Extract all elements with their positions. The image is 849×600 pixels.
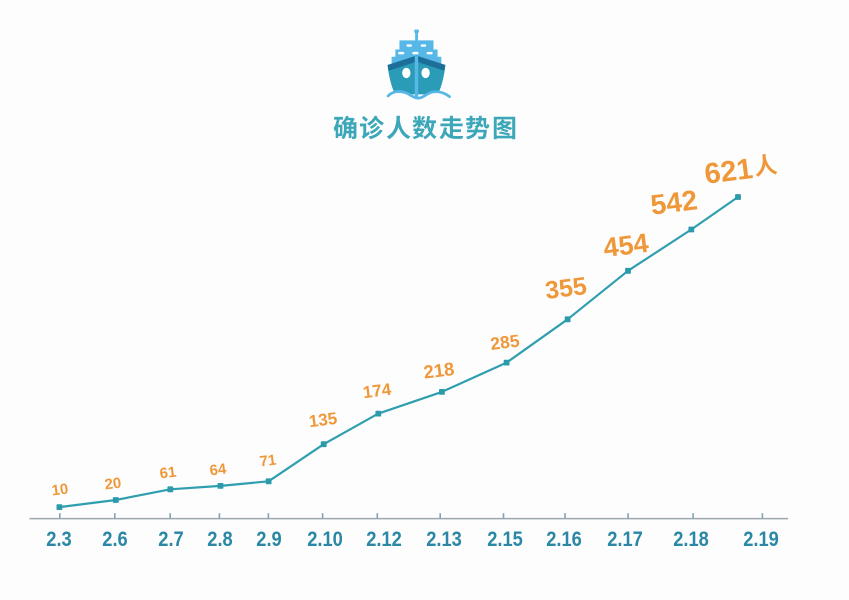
x-tick-label: 2.12: [365, 527, 402, 551]
page-title: [0, 115, 849, 139]
text-run: 218: [421, 358, 456, 383]
data-label: 355: [543, 271, 589, 305]
x-tick-label: 2.6: [102, 527, 128, 551]
cjk-glyph: [465, 115, 490, 139]
data-label: 454: [602, 228, 651, 264]
data-label: 542: [648, 184, 700, 222]
data-label: 135: [307, 408, 339, 432]
data-point-marker: [564, 316, 571, 323]
ship-hull: [387, 55, 446, 98]
text-run: 285: [488, 330, 521, 355]
data-label: 285: [488, 330, 521, 355]
text-run: 10: [50, 480, 70, 500]
cjk-glyph: [439, 115, 463, 139]
cjk-glyph: [359, 115, 384, 139]
data-label: 621: [703, 152, 779, 192]
cjk-glyph: [412, 115, 437, 139]
x-tick-label: 2.10: [306, 527, 343, 551]
data-point-marker: [503, 359, 510, 366]
cjk-glyph: [386, 115, 410, 139]
cjk-glyph: [493, 116, 515, 139]
x-tick-label: 2.16: [546, 527, 582, 551]
x-tick-label: 2.13: [426, 527, 462, 551]
x-tick-label: 2.18: [672, 527, 709, 551]
cjk-glyph: [333, 115, 356, 139]
data-point-marker: [625, 267, 631, 274]
data-point-marker: [56, 504, 63, 510]
x-tick-label: 2.9: [256, 527, 282, 551]
data-point-marker: [112, 497, 119, 503]
cruise-ship-icon: [385, 29, 452, 100]
data-label: 10: [50, 480, 70, 500]
x-tick-label: 2.3: [45, 527, 72, 551]
data-point-marker: [735, 194, 741, 200]
text-run: 621: [703, 153, 755, 192]
data-point-marker: [265, 478, 272, 485]
data-label: 71: [258, 451, 278, 471]
x-tick-label: 2.7: [158, 527, 184, 551]
text-run: 71: [258, 451, 278, 471]
text-run: 20: [103, 474, 123, 494]
x-tick-label: 2.19: [743, 527, 779, 551]
text-run: 61: [159, 463, 178, 482]
sea-mask: [385, 91, 452, 100]
text-run: 355: [543, 271, 589, 305]
data-label: 64: [209, 460, 228, 480]
text-run: 174: [361, 379, 392, 402]
text-run: 542: [648, 184, 700, 222]
cjk-glyph: [755, 154, 778, 178]
data-point-marker: [439, 389, 445, 395]
ship-wave: [386, 90, 451, 100]
data-label: 218: [421, 358, 456, 383]
data-label: 20: [103, 474, 123, 494]
data-label: 174: [361, 379, 392, 402]
data-label: 61: [159, 463, 178, 482]
x-tick-label: 2.15: [486, 527, 523, 551]
data-point-marker: [167, 486, 174, 493]
x-tick-label: 2.8: [207, 527, 233, 551]
text-run: 64: [209, 460, 228, 480]
text-run: 454: [602, 228, 651, 264]
x-tick-label: 2.17: [607, 527, 643, 551]
data-point-marker: [375, 410, 382, 417]
text-run: 135: [307, 408, 339, 432]
data-point-marker: [688, 226, 695, 233]
data-point-marker: [217, 483, 224, 489]
data-point-marker: [320, 441, 327, 448]
